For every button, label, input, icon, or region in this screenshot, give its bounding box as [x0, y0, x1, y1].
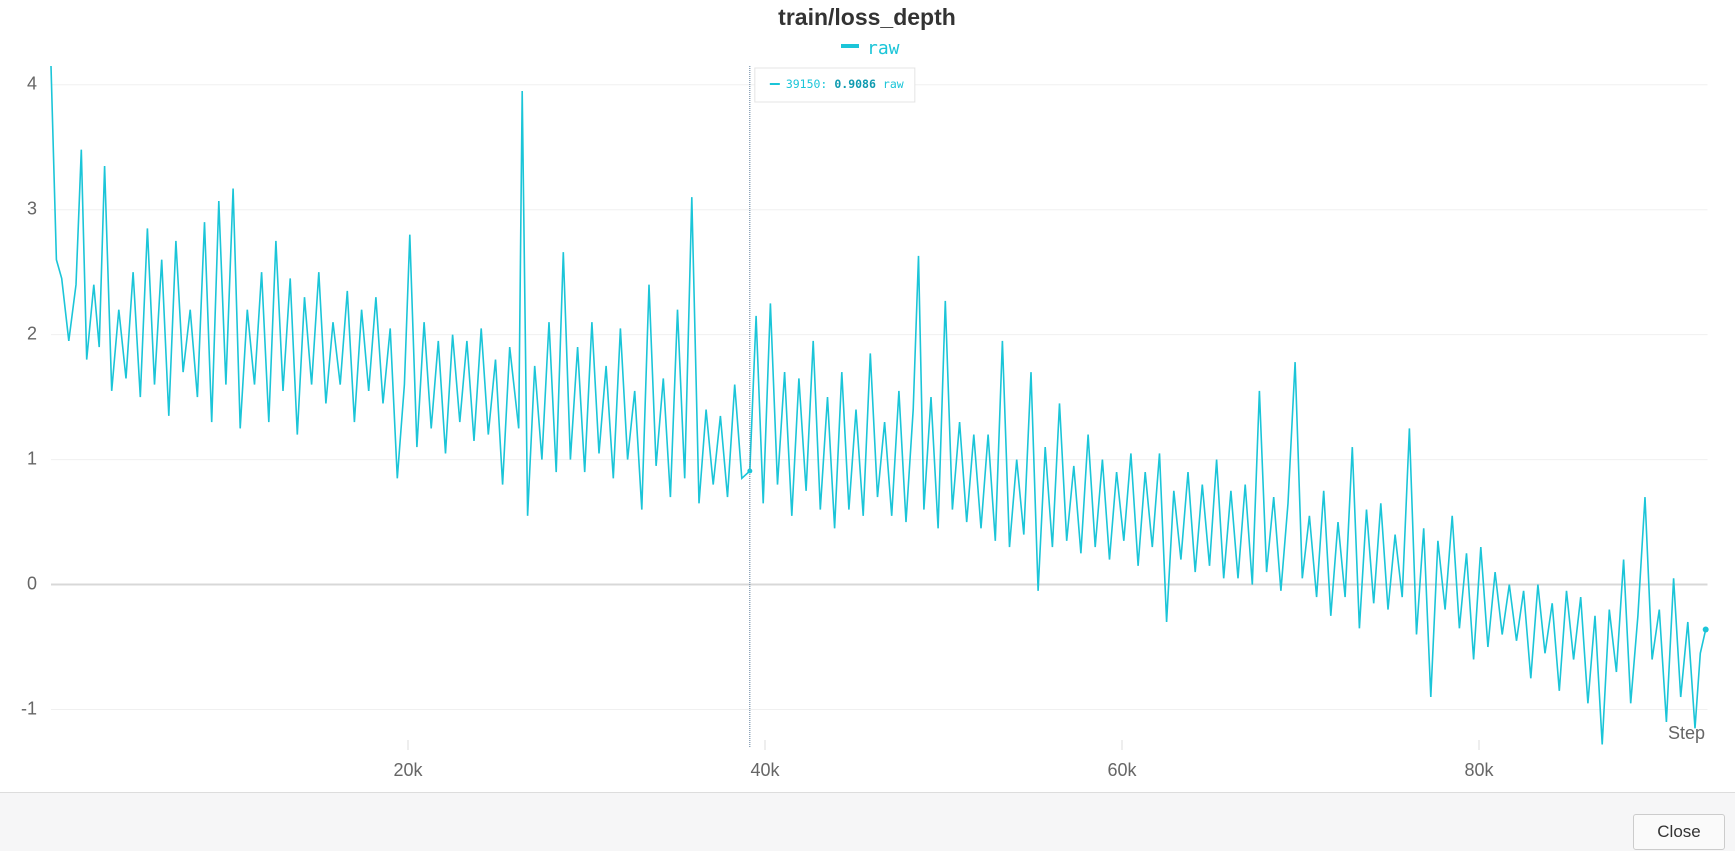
hover-point	[747, 468, 753, 474]
y-tick-label: -1	[21, 698, 37, 718]
y-tick-label: 3	[27, 198, 37, 218]
tooltip-swatch	[769, 83, 780, 85]
close-button[interactable]: Close	[1633, 814, 1725, 850]
y-tick-label: 0	[27, 573, 37, 593]
footer: Close	[0, 792, 1735, 851]
chart: train/loss_depth Step -1 0 1 2 3 4 20k 40k 60k 80…	[21, 4, 1709, 780]
y-tick-label: 4	[27, 73, 37, 93]
legend-swatch	[841, 44, 859, 48]
x-tick-label: 20k	[393, 760, 423, 780]
y-tick-label: 1	[27, 448, 37, 468]
data-line	[50, 65, 1707, 745]
tooltip-value: 0.9086	[834, 77, 876, 91]
x-tick-label: 80k	[1464, 760, 1494, 780]
tooltip-series: raw	[883, 77, 904, 91]
x-tick-label: 60k	[1107, 760, 1137, 780]
x-axis-label: Step	[1668, 723, 1705, 743]
tooltip-text: 39150: 0.9086 raw	[786, 77, 904, 91]
tooltip-step: 39150:	[786, 77, 828, 91]
legend-label: raw	[867, 38, 900, 59]
chart-title: train/loss_depth	[778, 4, 956, 30]
tooltip-box	[754, 67, 916, 103]
end-point	[1702, 626, 1709, 633]
y-tick-label: 2	[27, 323, 37, 343]
x-tick-label: 40k	[750, 760, 780, 780]
